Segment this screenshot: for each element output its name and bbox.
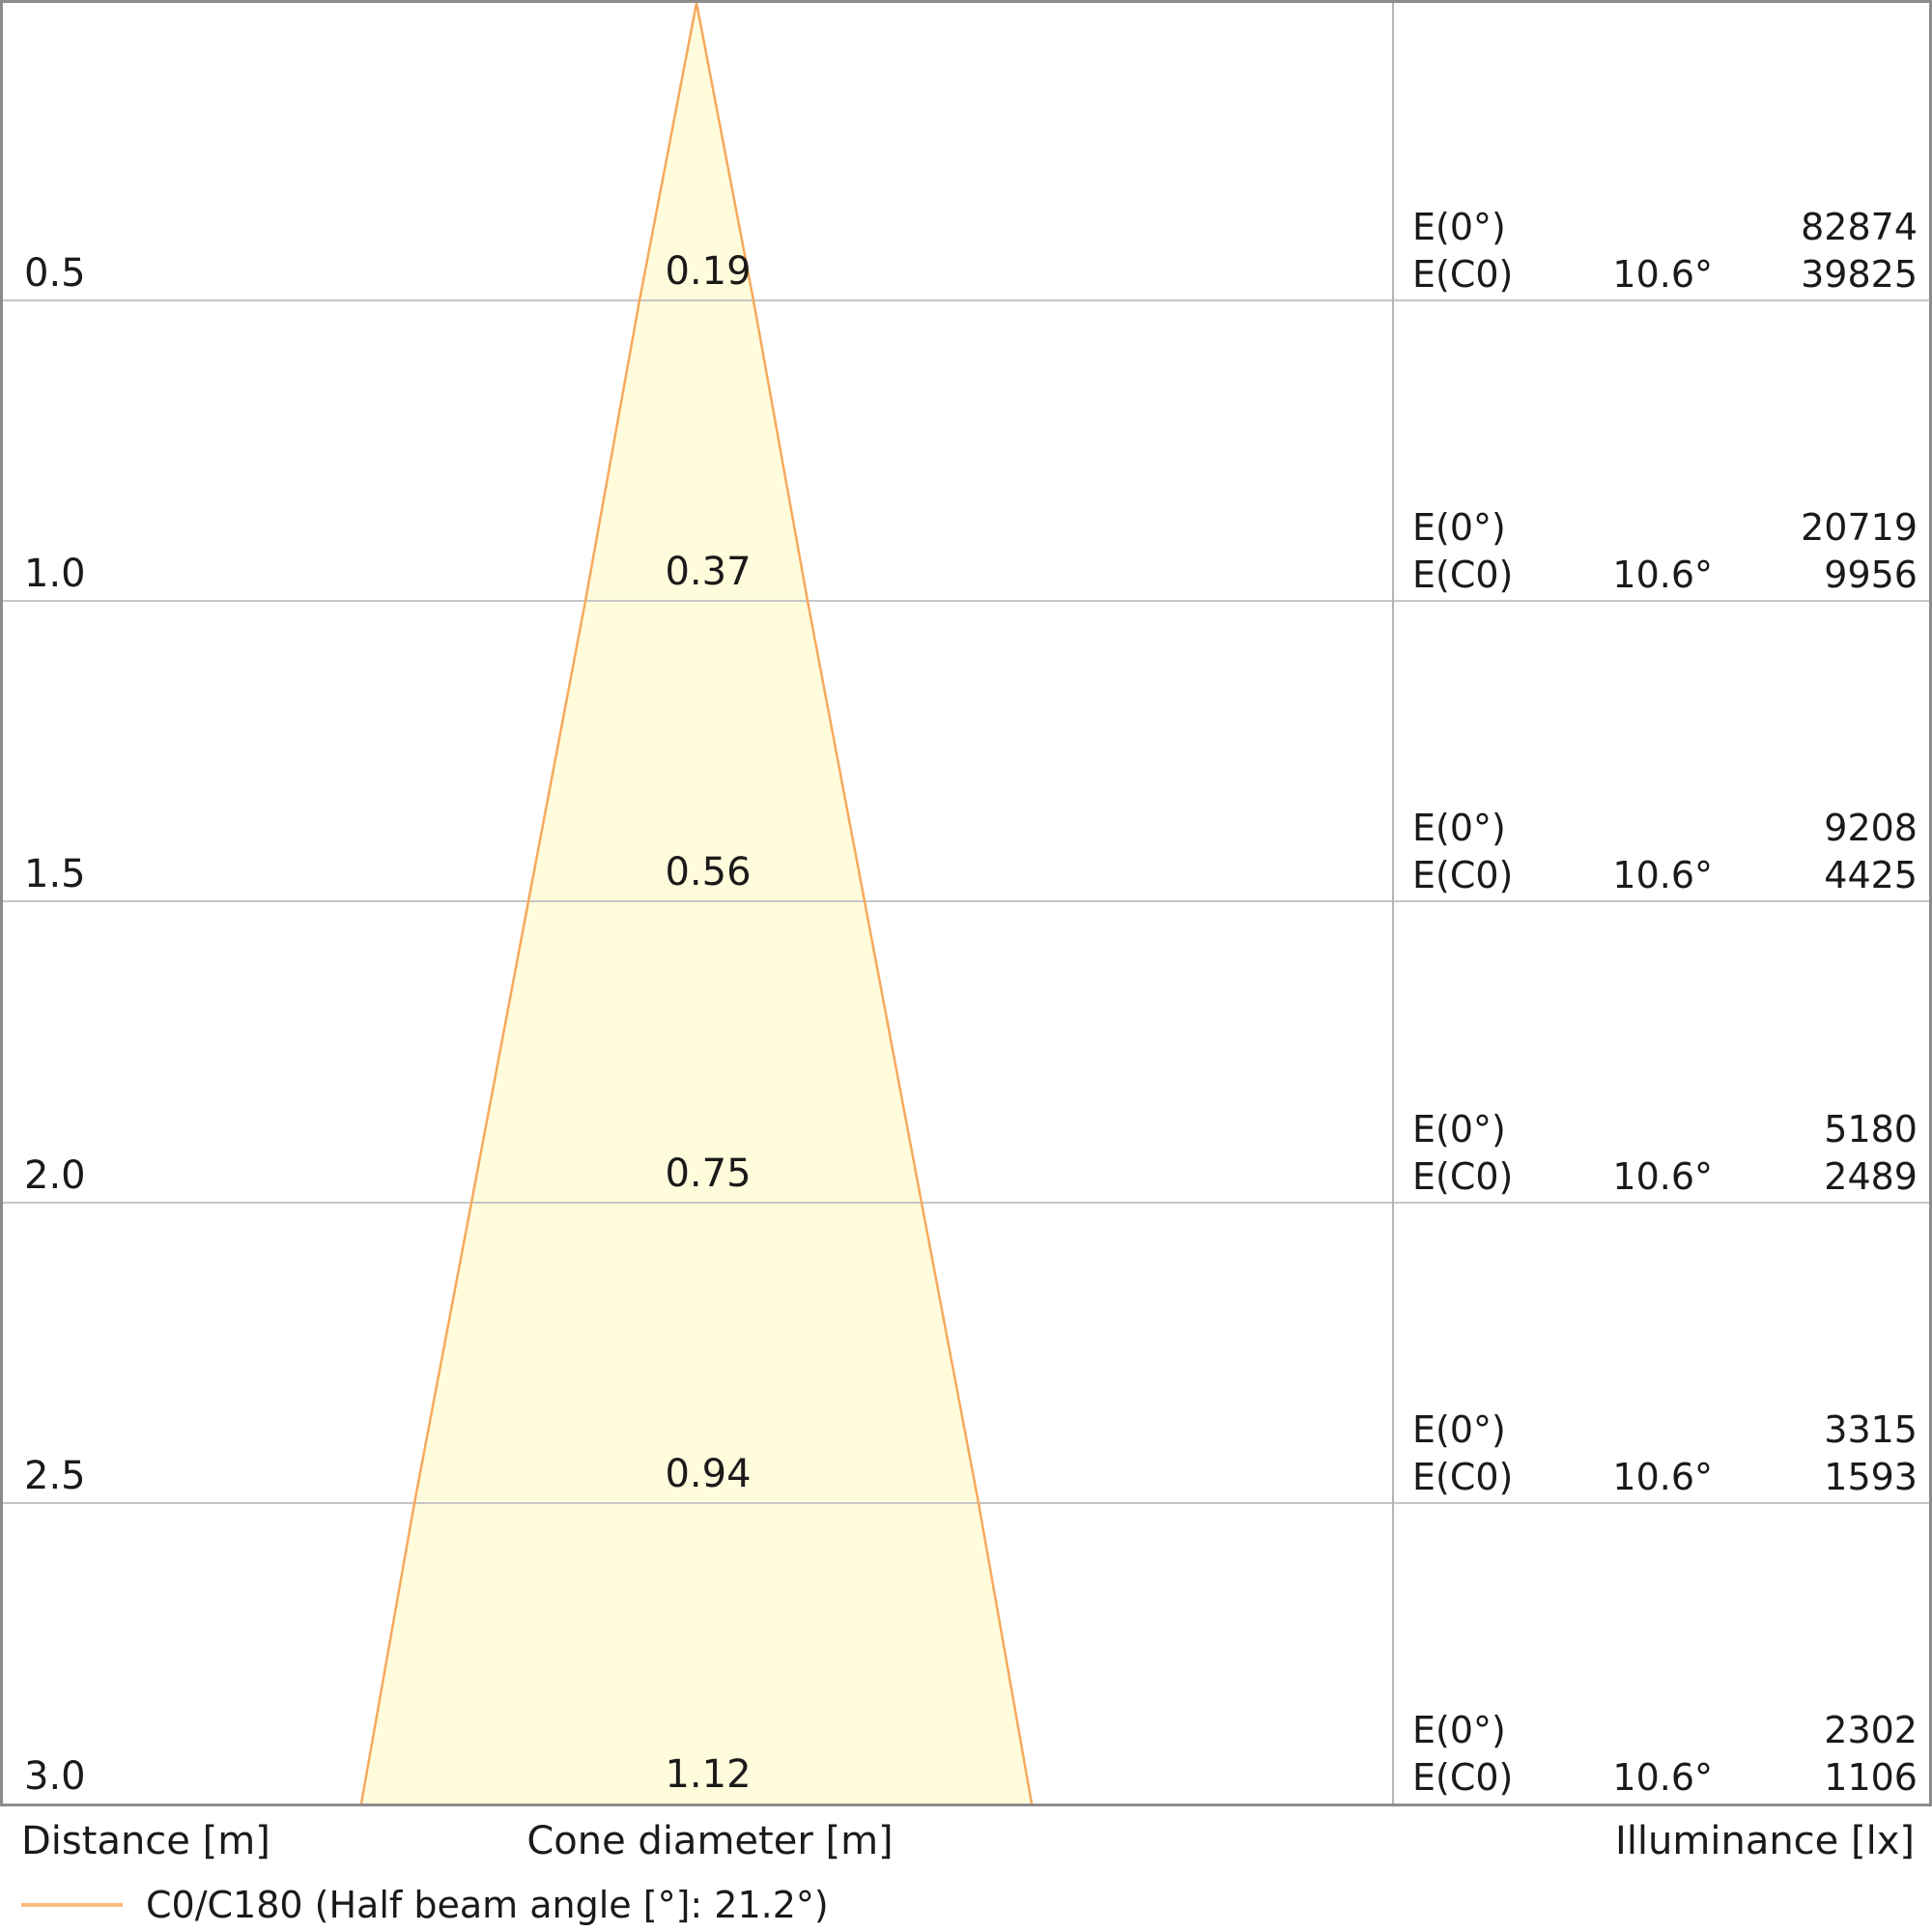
- ec0-value: 2489: [1824, 1155, 1918, 1198]
- cone-diameter-axis-label: Cone diameter [m]: [526, 1819, 894, 1863]
- ec0-angle: 10.6°: [1612, 854, 1713, 896]
- cone-edge-right: [695, 3, 1034, 1804]
- distance-value: 1.0: [24, 552, 86, 596]
- cone-diameter-value: 0.75: [665, 1151, 752, 1196]
- ec0-label: E(C0): [1412, 1456, 1514, 1498]
- distance-value: 2.0: [24, 1153, 86, 1198]
- illuminance-block: E(0°) 20719 E(C0) 10.6° 9956: [1412, 504, 1918, 599]
- ec0-value: 1593: [1824, 1456, 1918, 1498]
- ec0-angle: 10.6°: [1612, 554, 1713, 596]
- illuminance-block: E(0°) 82874 E(C0) 10.6° 39825: [1412, 204, 1918, 298]
- legend-label: C0/C180 (Half beam angle [°]: 21.2°): [146, 1884, 829, 1926]
- illuminance-block: E(0°) 2302 E(C0) 10.6° 1106: [1412, 1707, 1918, 1802]
- ec0-angle: 10.6°: [1612, 1756, 1713, 1799]
- e0-label: E(0°): [1412, 1108, 1506, 1151]
- illuminance-block: E(0°) 3315 E(C0) 10.6° 1593: [1412, 1406, 1918, 1501]
- gridlines: [3, 299, 1929, 1504]
- e0-value: 3315: [1824, 1408, 1918, 1451]
- ec0-angle: 10.6°: [1612, 1456, 1713, 1498]
- ec0-label: E(C0): [1412, 854, 1514, 896]
- cone-graphic: [3, 3, 1929, 1804]
- e0-value: 5180: [1824, 1108, 1918, 1151]
- e0-value: 82874: [1801, 206, 1918, 248]
- e0-label: E(0°): [1412, 807, 1506, 849]
- cone-diameter-value: 0.56: [665, 850, 752, 895]
- distance-value: 0.5: [24, 251, 86, 296]
- ec0-angle: 10.6°: [1612, 1155, 1713, 1198]
- ec0-value: 1106: [1824, 1756, 1918, 1799]
- illuminance-axis-label: Illuminance [lx]: [1615, 1819, 1915, 1863]
- e0-label: E(0°): [1412, 1709, 1506, 1751]
- ec0-value: 9956: [1824, 554, 1918, 596]
- ec0-label: E(C0): [1412, 253, 1514, 296]
- illuminance-block: E(0°) 5180 E(C0) 10.6° 2489: [1412, 1106, 1918, 1201]
- e0-label: E(0°): [1412, 1408, 1506, 1451]
- ec0-value: 39825: [1801, 253, 1918, 296]
- e0-value: 20719: [1801, 506, 1918, 549]
- ec0-value: 4425: [1824, 854, 1918, 896]
- illuminance-block: E(0°) 9208 E(C0) 10.6° 4425: [1412, 805, 1918, 899]
- ec0-label: E(C0): [1412, 1756, 1514, 1799]
- cone-diameter-value: 0.37: [665, 550, 752, 594]
- legend: C0/C180 (Half beam angle [°]: 21.2°): [21, 1880, 829, 1930]
- e0-value: 9208: [1824, 807, 1918, 849]
- e0-label: E(0°): [1412, 206, 1506, 248]
- cone-diameter-value: 1.12: [665, 1752, 752, 1797]
- cone-diameter-value: 0.19: [665, 249, 752, 294]
- chart-area: 0.5 0.19 E(0°) 82874 E(C0) 10.6° 39825 1…: [0, 0, 1932, 1806]
- ec0-label: E(C0): [1412, 554, 1514, 596]
- distance-value: 2.5: [24, 1454, 86, 1498]
- distance-value: 1.5: [24, 852, 86, 896]
- e0-value: 2302: [1824, 1709, 1918, 1751]
- cone-diameter-value: 0.94: [665, 1452, 752, 1496]
- ec0-label: E(C0): [1412, 1155, 1514, 1198]
- distance-axis-label: Distance [m]: [21, 1819, 270, 1863]
- light-cone-shape: [361, 3, 1032, 1804]
- e0-label: E(0°): [1412, 506, 1506, 549]
- ec0-angle: 10.6°: [1612, 253, 1713, 296]
- cone-edge-left: [359, 3, 698, 1804]
- distance-value: 3.0: [24, 1754, 86, 1799]
- beam-line-swatch-icon: [21, 1903, 123, 1907]
